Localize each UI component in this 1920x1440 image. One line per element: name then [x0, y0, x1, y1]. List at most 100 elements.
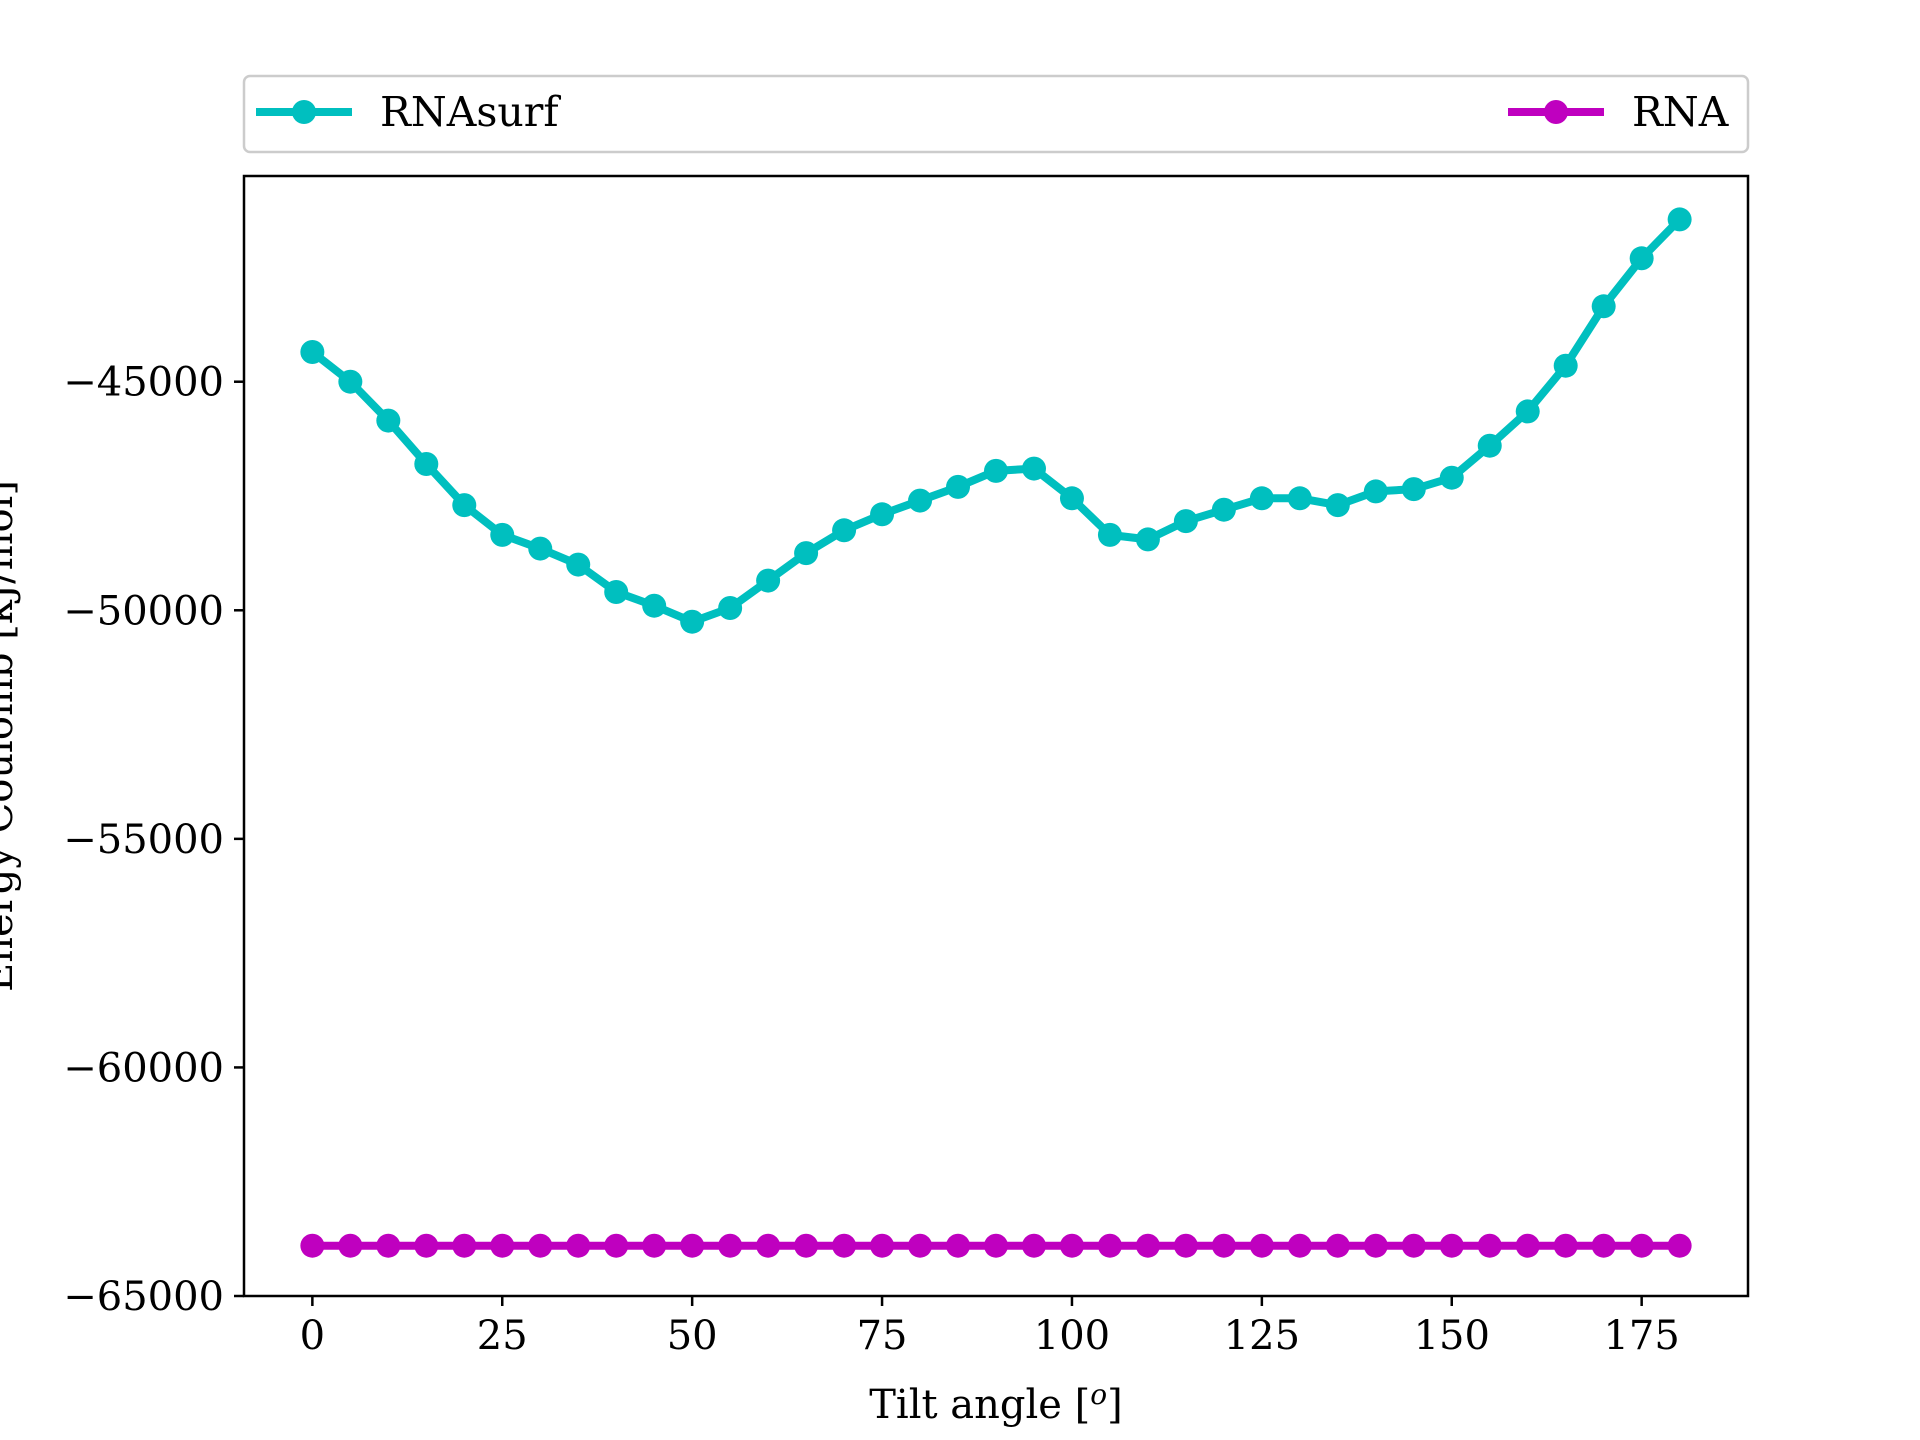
- data-point-rna: [642, 1233, 667, 1258]
- y-tick-label: −60000: [63, 1045, 224, 1091]
- data-point-rna: [452, 1233, 477, 1258]
- data-point-rnasurf: [1173, 509, 1198, 534]
- legend-marker-rnasurf: [292, 100, 316, 124]
- data-point-rnasurf: [1553, 353, 1578, 378]
- x-tick-label: 175: [1603, 1313, 1679, 1359]
- data-point-rnasurf: [680, 609, 705, 634]
- data-point-rna: [946, 1233, 971, 1258]
- data-point-rnasurf: [604, 580, 629, 604]
- data-point-rnasurf: [452, 493, 477, 518]
- data-point-rnasurf: [946, 474, 971, 499]
- data-point-rna: [566, 1233, 591, 1258]
- data-point-rna: [1401, 1233, 1426, 1258]
- data-point-rnasurf: [1439, 465, 1464, 490]
- data-point-rnasurf: [414, 452, 439, 476]
- data-point-rna: [1667, 1233, 1692, 1258]
- legend-label-rna: RNA: [1632, 88, 1730, 136]
- data-point-rna: [1173, 1233, 1198, 1258]
- data-point-rna: [1363, 1233, 1388, 1258]
- data-point-rnasurf: [832, 518, 857, 543]
- data-point-rna: [1249, 1233, 1274, 1258]
- data-point-rna: [794, 1233, 819, 1258]
- data-point-rnasurf: [908, 488, 933, 513]
- x-tick-label: 25: [477, 1313, 528, 1359]
- data-point-rna: [1591, 1233, 1616, 1258]
- data-point-rnasurf: [1325, 493, 1350, 518]
- data-point-rna: [832, 1233, 857, 1258]
- x-tick-label: 0: [300, 1313, 325, 1359]
- data-point-rnasurf: [490, 522, 515, 547]
- data-point-rnasurf: [1477, 433, 1502, 458]
- x-axis-title-end: ]: [1107, 1382, 1123, 1428]
- data-point-rna: [490, 1233, 515, 1258]
- data-point-rna: [908, 1233, 933, 1258]
- x-axis-title-text: Tilt angle [: [869, 1382, 1090, 1428]
- data-point-rna: [1021, 1233, 1046, 1258]
- data-point-rnasurf: [566, 552, 591, 577]
- x-tick-label: 150: [1414, 1313, 1490, 1359]
- data-point-rnasurf: [338, 369, 363, 394]
- data-point-rna: [1629, 1233, 1654, 1258]
- data-point-rna: [1211, 1233, 1236, 1258]
- x-axis-ticks: 0 25 50 75 100 125 150 175: [300, 1296, 1680, 1359]
- data-point-rnasurf: [376, 408, 401, 433]
- x-tick-label: 75: [857, 1313, 908, 1359]
- data-point-rna: [1135, 1233, 1160, 1258]
- data-point-rna: [414, 1233, 439, 1258]
- data-point-rnasurf: [1667, 207, 1692, 232]
- legend-box: [242, 74, 1750, 154]
- data-point-rnasurf: [642, 593, 667, 618]
- data-point-rna: [680, 1233, 705, 1258]
- data-point-rnasurf: [1211, 497, 1236, 522]
- x-tick-label: 125: [1224, 1313, 1300, 1359]
- plot-frame: [242, 174, 1750, 1298]
- y-axis-ticks: −45000 −50000 −55000 −60000 −65000: [63, 360, 244, 1320]
- data-point-rna: [1515, 1233, 1540, 1258]
- data-point-rnasurf: [1059, 486, 1084, 511]
- data-point-rnasurf: [718, 596, 743, 620]
- data-point-rnasurf: [528, 536, 553, 561]
- data-point-rnasurf: [1287, 486, 1312, 511]
- data-point-rnasurf: [1363, 479, 1388, 504]
- legend: RNAsurf RNA: [242, 74, 1750, 154]
- data-point-rnasurf: [756, 568, 781, 593]
- legend-entry-rnasurf: RNAsurf: [256, 88, 561, 136]
- data-point-rnasurf: [1135, 527, 1160, 552]
- data-point-rnasurf: [794, 541, 819, 566]
- data-point-rnasurf: [1097, 522, 1122, 547]
- legend-label-rnasurf: RNAsurf: [380, 88, 561, 136]
- data-point-rnasurf: [1515, 399, 1540, 424]
- x-tick-label: 50: [667, 1313, 718, 1359]
- y-axis-title: Energy Coulomb [kJ/mol]: [0, 480, 22, 992]
- data-point-rnasurf: [1629, 246, 1654, 271]
- data-point-rna: [756, 1233, 781, 1258]
- data-point-rnasurf: [1401, 477, 1426, 502]
- data-point-rnasurf: [1021, 456, 1046, 481]
- data-point-rna: [1097, 1233, 1122, 1258]
- series-layer: [300, 207, 1692, 1258]
- data-point-rna: [1439, 1233, 1464, 1258]
- series-rna: [300, 1233, 1692, 1258]
- y-tick-label: −50000: [63, 588, 224, 634]
- data-point-rna: [1553, 1233, 1578, 1258]
- data-point-rnasurf: [300, 340, 325, 364]
- data-point-rnasurf: [1249, 486, 1274, 511]
- data-point-rna: [870, 1233, 895, 1258]
- data-point-rna: [338, 1233, 363, 1258]
- data-point-rna: [300, 1233, 325, 1258]
- y-tick-label: −45000: [63, 360, 224, 406]
- y-tick-label: −65000: [63, 1274, 224, 1320]
- x-axis-title-sup: o: [1090, 1378, 1107, 1411]
- data-point-rna: [1325, 1233, 1350, 1258]
- data-point-rna: [1059, 1233, 1084, 1258]
- legend-entry-rna: RNA: [1508, 88, 1730, 136]
- data-point-rnasurf: [1591, 294, 1616, 319]
- data-point-rnasurf: [984, 458, 1008, 483]
- data-point-rna: [1477, 1233, 1502, 1258]
- data-point-rna: [984, 1233, 1008, 1258]
- legend-marker-rna: [1544, 100, 1568, 124]
- series-rnasurf: [300, 207, 1692, 634]
- y-tick-label: −55000: [63, 817, 224, 863]
